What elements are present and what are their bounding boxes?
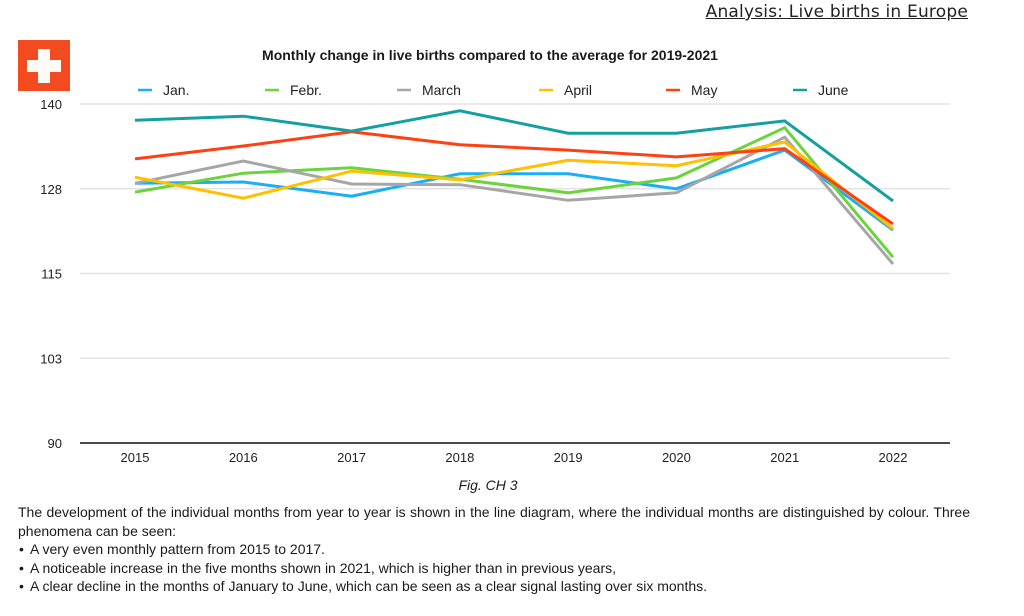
swiss-flag-icon: [18, 40, 70, 91]
legend-label: Febr.: [290, 82, 322, 98]
figure-caption: Fig. CH 3: [458, 477, 518, 493]
page-header-title: Analysis: Live births in Europe: [705, 2, 968, 22]
description-intro: The development of the individual months…: [18, 504, 970, 539]
x-tick-label: 2019: [554, 450, 583, 465]
chart-title: Monthly change in live births compared t…: [262, 47, 718, 63]
series-line-jan: [134, 148, 894, 232]
series-lines: [134, 109, 895, 265]
y-tick-label: 128: [40, 182, 62, 197]
bullet-item: A very even monthly pattern from 2015 to…: [18, 540, 970, 559]
series-line-febr: [134, 125, 895, 259]
x-tick-label: 2016: [229, 450, 258, 465]
x-tick-label: 2020: [662, 450, 691, 465]
series-line-june: [134, 109, 894, 203]
description: The development of the individual months…: [18, 503, 970, 596]
description-bullets: A very even monthly pattern from 2015 to…: [18, 540, 970, 596]
bullet-item: A noticeable increase in the five months…: [18, 559, 970, 578]
y-tick-label: 115: [41, 267, 62, 282]
y-axis-ticks: 140 128 115 103 90: [40, 97, 62, 451]
bullet-item: A clear decline in the months of January…: [18, 577, 970, 596]
series-line-april: [134, 140, 894, 230]
x-tick-label: 2018: [445, 450, 474, 465]
flag-cross-vertical: [38, 49, 50, 83]
series-line-march: [134, 135, 895, 265]
legend-label: May: [691, 82, 717, 98]
x-tick-label: 2022: [879, 450, 908, 465]
y-tick-label: 103: [40, 351, 62, 366]
figure-caption-wrapper: Fig. CH 3: [0, 477, 1024, 493]
legend-label: March: [422, 82, 461, 98]
x-tick-label: 2021: [770, 450, 799, 465]
y-tick-label: 90: [48, 436, 62, 451]
x-tick-label: 2015: [121, 450, 150, 465]
x-tick-label: 2017: [337, 450, 366, 465]
series-line-may: [134, 130, 894, 226]
y-tick-label: 140: [40, 97, 62, 112]
legend-label: Jan.: [163, 82, 189, 98]
x-axis-ticks: 2015 2016 2017 2018 2019 2020 2021 2022: [121, 450, 908, 465]
grid-lines: [80, 103, 950, 444]
legend-label: June: [818, 82, 849, 98]
legend-label: April: [564, 82, 592, 98]
legend: Jan. Febr. March April May June: [138, 82, 849, 98]
chart-title-wrapper: Monthly change in live births compared t…: [0, 47, 1024, 63]
